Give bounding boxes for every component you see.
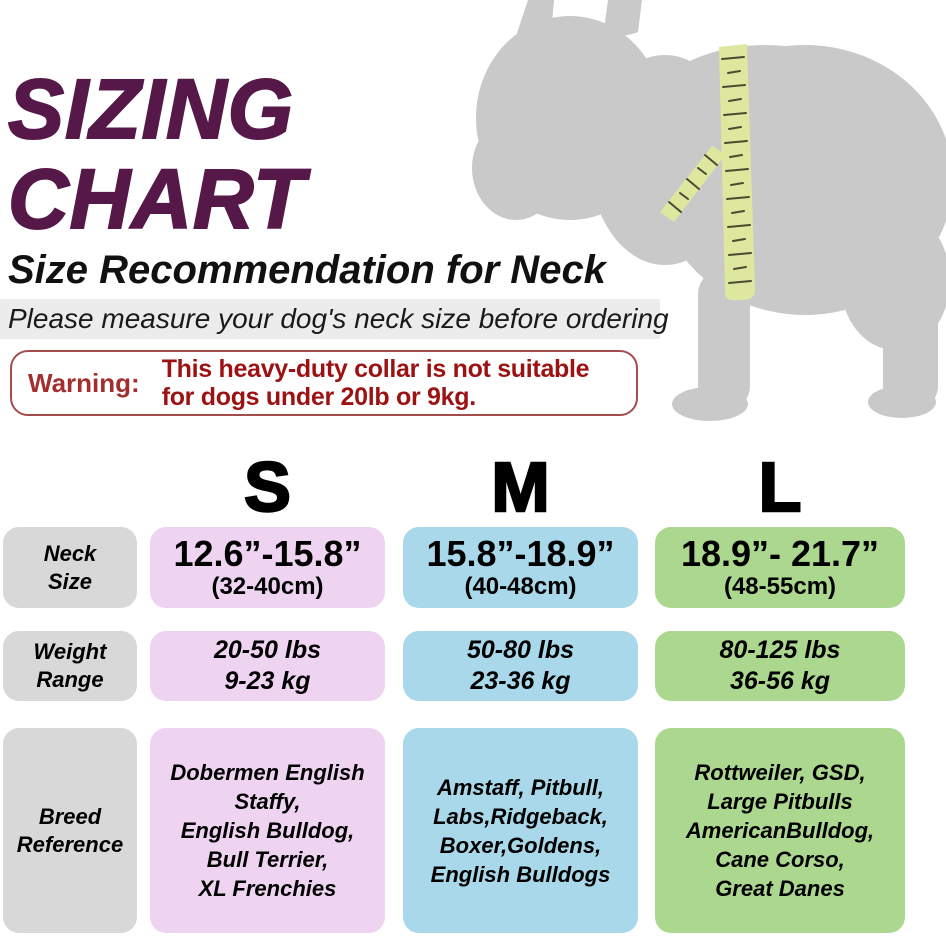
row-header-breed-line2: Reference [16, 831, 124, 857]
breed-reference-cell-m: Amstaff, Pitbull, Labs,Ridgeback, Boxer,… [403, 728, 638, 933]
neck-size-s-inches: 12.6”-15.8” [173, 532, 362, 574]
warning-text-line2: for dogs under 20lb or 9kg. [161, 383, 476, 411]
breed-s-line: Bull Terrier, [206, 847, 329, 872]
breed-s-line: English Bulldog, [180, 818, 355, 843]
page-title-line2: CHART [7, 152, 306, 246]
measure-note-text: Please measure your dog's neck size befo… [8, 303, 669, 334]
breed-m-line: Boxer,Goldens, [439, 832, 602, 858]
neck-size-m-cm: (40-48cm) [464, 572, 577, 600]
weight-m-kg: 23-36 kg [470, 667, 571, 695]
neck-size-cell-s: 12.6”-15.8” (32-40cm) [150, 527, 385, 608]
page-title-line1: SIZING [7, 62, 295, 156]
warning-box: Warning: This heavy-duty collar is not s… [10, 350, 638, 416]
breed-l-line: AmericanBulldog, [685, 818, 875, 843]
size-header-m: M [490, 447, 551, 528]
breed-m-line: English Bulldogs [430, 861, 611, 887]
row-header-neck-line1: Neck [43, 540, 97, 566]
breed-reference-cell-l: Rottweiler, GSD, Large Pitbulls American… [655, 728, 905, 933]
weight-s-lbs: 20-50 lbs [213, 636, 321, 664]
row-header-neck-line2: Size [47, 568, 93, 594]
neck-size-l-inches: 18.9”- 21.7” [680, 532, 880, 574]
breed-l-line: Great Danes [715, 876, 845, 901]
row-header-breed-reference: Breed Reference [3, 728, 137, 933]
neck-size-cell-m: 15.8”-18.9” (40-48cm) [403, 527, 638, 608]
row-header-weight-line1: Weight [33, 639, 107, 664]
weight-s-kg: 9-23 kg [224, 667, 311, 695]
neck-size-s-cm: (32-40cm) [211, 572, 324, 600]
dog-silhouette-with-measuring-tape-icon [472, 0, 946, 421]
warning-label: Warning: [28, 367, 140, 398]
breed-s-line: Staffy, [234, 789, 301, 814]
subtitle: Size Recommendation for Neck [8, 248, 606, 292]
row-header-weight-line2: Range [36, 667, 104, 692]
neck-size-l-cm: (48-55cm) [723, 572, 837, 600]
row-header-neck-size: Neck Size [3, 527, 137, 608]
page-title: SIZING CHART [7, 62, 306, 246]
weight-range-cell-s: 20-50 lbs 9-23 kg [150, 631, 385, 701]
breed-l-line: Large Pitbulls [707, 789, 853, 814]
warning-text-line1: This heavy-duty collar is not suitable [161, 355, 590, 383]
weight-m-lbs: 50-80 lbs [466, 636, 574, 664]
weight-l-lbs: 80-125 lbs [719, 636, 841, 664]
breed-m-line: Amstaff, Pitbull, [436, 774, 605, 800]
warning-text: This heavy-duty collar is not suitable f… [162, 355, 590, 411]
weight-range-cell-l: 80-125 lbs 36-56 kg [655, 631, 905, 701]
row-header-breed-line1: Breed [38, 803, 102, 829]
breed-s-line: Dobermen English [170, 760, 365, 785]
breed-l-line: Cane Corso, [715, 847, 845, 872]
weight-range-cell-m: 50-80 lbs 23-36 kg [403, 631, 638, 701]
size-header-s: S [243, 447, 292, 528]
breed-l-line: Rottweiler, GSD, [694, 760, 866, 785]
breed-m-line: Labs,Ridgeback, [433, 803, 608, 829]
neck-size-cell-l: 18.9”- 21.7” (48-55cm) [655, 527, 905, 608]
weight-l-kg: 36-56 kg [729, 667, 831, 695]
breed-s-line: XL Frenchies [198, 876, 337, 901]
measure-note-band: Please measure your dog's neck size befo… [0, 299, 669, 339]
size-header-l: L [757, 447, 802, 528]
breed-reference-cell-s: Dobermen English Staffy, English Bulldog… [150, 728, 385, 933]
neck-size-m-inches: 15.8”-18.9” [426, 532, 615, 574]
row-header-weight-range: Weight Range [3, 631, 137, 701]
